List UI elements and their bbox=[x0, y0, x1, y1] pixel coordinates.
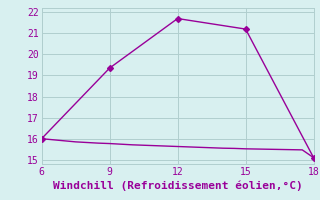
X-axis label: Windchill (Refroidissement éolien,°C): Windchill (Refroidissement éolien,°C) bbox=[53, 181, 302, 191]
